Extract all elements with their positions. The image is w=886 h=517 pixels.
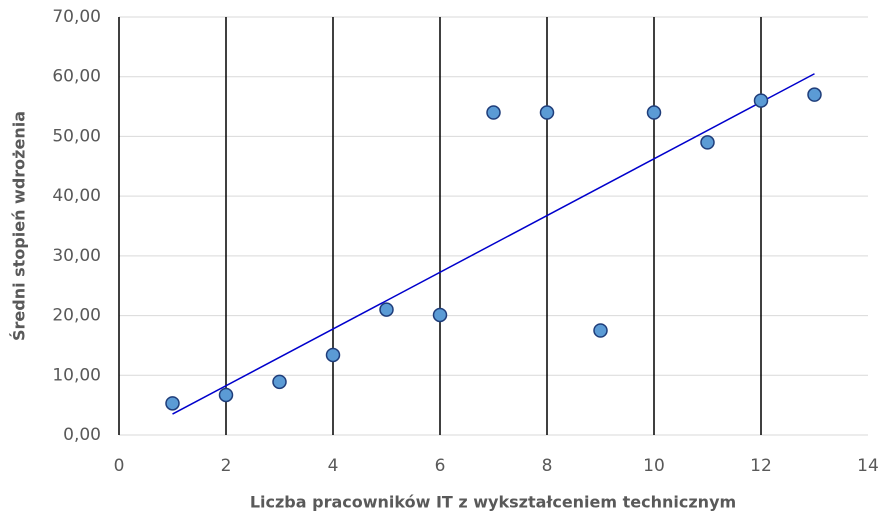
point: [325, 347, 341, 363]
point: [593, 323, 608, 338]
point: [753, 93, 769, 108]
x-tick-label: 10: [643, 456, 665, 476]
x-tick-label: 14: [857, 456, 879, 476]
point: [539, 105, 555, 120]
x-tick-label: 4: [328, 456, 339, 476]
y-tick-label: 30,00: [52, 246, 101, 266]
point: [432, 307, 448, 323]
x-tick-label: 2: [221, 456, 232, 476]
x-tick-label: 12: [750, 456, 772, 476]
point: [700, 135, 715, 150]
point: [272, 374, 287, 390]
point: [646, 105, 662, 120]
y-axis-label: Średni stopień wdrożenia: [10, 111, 29, 341]
y-tick-label: 20,00: [52, 306, 101, 326]
x-tick-label: 6: [435, 456, 446, 476]
point: [218, 387, 234, 403]
y-tick-label: 60,00: [52, 67, 101, 87]
point: [807, 87, 822, 102]
x-tick-label: 8: [542, 456, 553, 476]
trendline: [172, 73, 815, 415]
point: [379, 302, 394, 317]
y-tick-label: 40,00: [52, 186, 101, 206]
point: [165, 396, 180, 411]
x-tick-label: 0: [114, 456, 125, 476]
y-tick-label: 10,00: [52, 365, 101, 385]
y-tick-label: 70,00: [52, 7, 101, 27]
point: [486, 105, 501, 120]
y-tick-label: 50,00: [52, 126, 101, 146]
x-axis-label: Liczba pracowników IT z wykształceniem t…: [250, 493, 736, 512]
y-tick-label: 0,00: [63, 425, 101, 445]
